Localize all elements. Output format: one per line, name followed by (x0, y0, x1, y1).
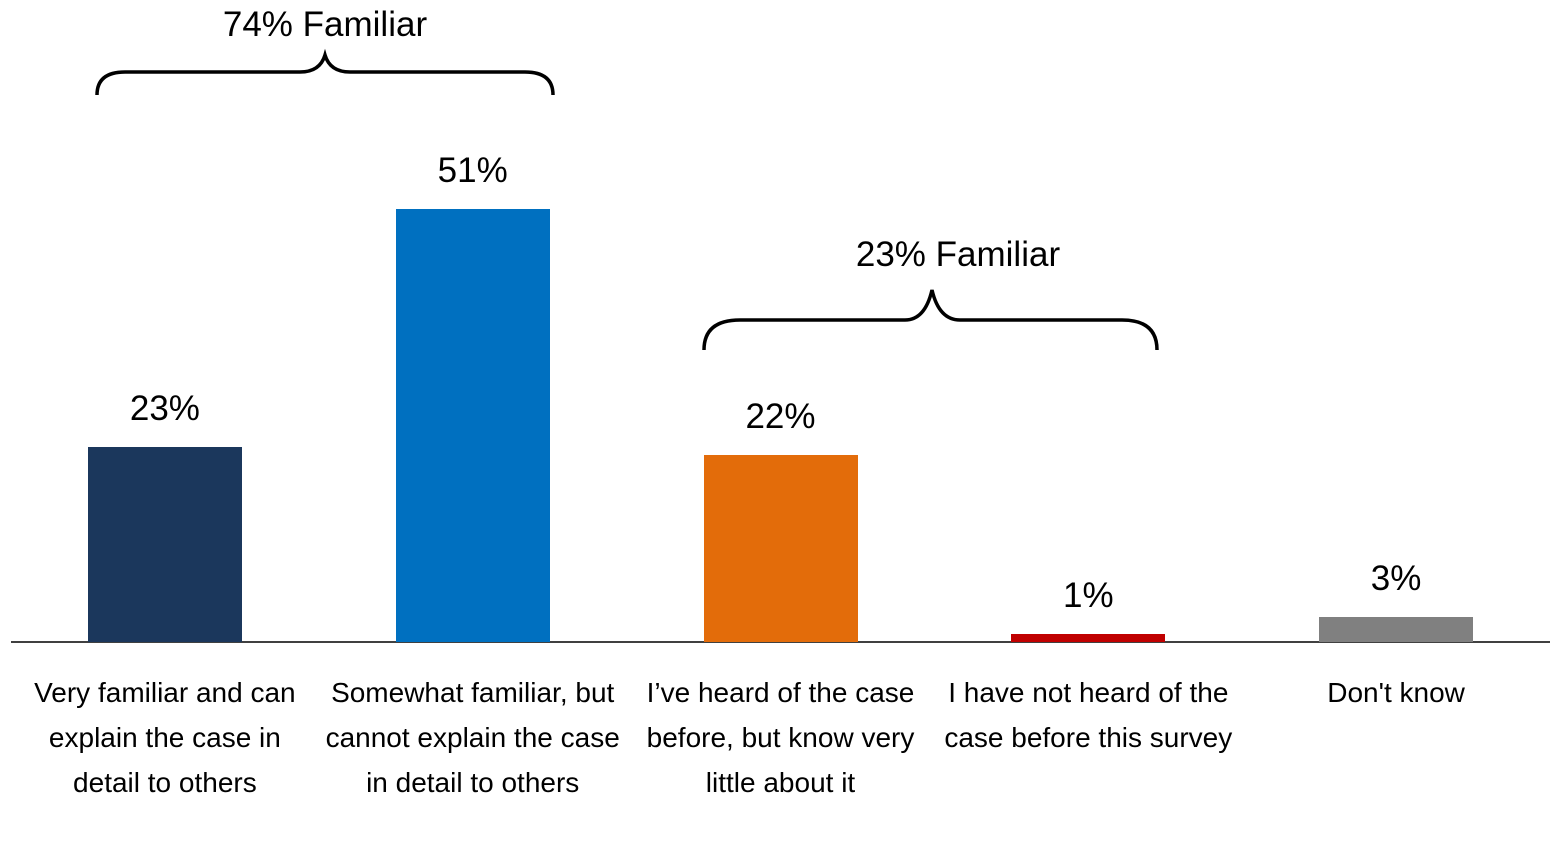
bar (1319, 616, 1474, 642)
bar (395, 209, 550, 642)
data-label: 22% (745, 397, 816, 437)
bar (87, 446, 242, 642)
x-tick-label: Don't know (1327, 677, 1465, 708)
x-tick-label: Somewhat familiar, but cannot explain th… (325, 677, 620, 798)
x-tick-label: Very familiar and can explain the case i… (34, 677, 296, 798)
data-label: 3% (1370, 558, 1422, 598)
x-tick-label: I’ve heard of the case before, but know … (646, 677, 915, 798)
x-tick-label: I have not heard of the case before this… (944, 677, 1233, 753)
brace (95, 48, 555, 96)
bar (1011, 633, 1166, 642)
annotation: 23% Familiar (855, 235, 1061, 274)
brace (702, 289, 1159, 351)
data-label: 23% (129, 388, 200, 428)
bar (703, 455, 858, 642)
annotation: 74% Familiar (222, 5, 428, 44)
data-label: 1% (1063, 575, 1114, 615)
data-label: 51% (437, 151, 508, 190)
